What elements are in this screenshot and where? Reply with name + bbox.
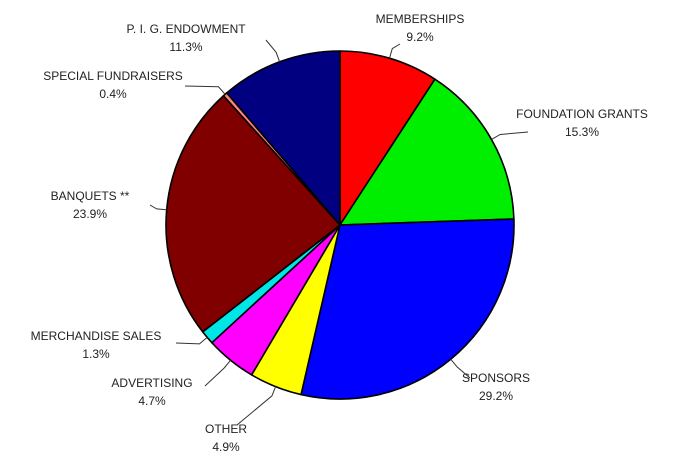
label-pct-memberships: 9.2% xyxy=(406,30,434,44)
leader-line-p-i-g-endowment xyxy=(266,40,280,62)
leader-line-other xyxy=(237,387,276,425)
label-pct-pig-endowment: 11.3% xyxy=(169,40,202,54)
label-name-banquets: BANQUETS ** xyxy=(51,189,130,203)
label-pct-other: 4.9% xyxy=(212,440,240,454)
leader-line-foundation-grants xyxy=(492,132,529,139)
label-name-sponsors: SPONSORS xyxy=(462,371,530,385)
leader-line-special-fundraisers xyxy=(185,86,225,94)
label-name-advertising: ADVERTISING xyxy=(111,376,192,390)
label-pct-special-fundraisers: 0.4% xyxy=(99,87,127,101)
leader-line-memberships xyxy=(390,44,401,58)
label-pct-sponsors: 29.2% xyxy=(479,389,513,403)
leader-line-advertising xyxy=(205,360,231,386)
label-name-merchandise-sales: MERCHANDISE SALES xyxy=(31,329,162,343)
label-pct-merchandise-sales: 1.3% xyxy=(82,347,110,361)
leader-line-banquets xyxy=(150,205,167,210)
label-pct-advertising: 4.7% xyxy=(138,394,166,408)
label-name-pig-endowment: P. I. G. ENDOWMENT xyxy=(126,22,246,36)
label-name-other: OTHER xyxy=(205,422,247,436)
label-name-special-fundraisers: SPECIAL FUNDRAISERS xyxy=(43,69,183,83)
leader-line-merchandise-sales xyxy=(176,337,207,344)
label-name-foundation-grants: FOUNDATION GRANTS xyxy=(516,107,648,121)
pie-slices xyxy=(166,51,514,399)
label-name-memberships: MEMBERSHIPS xyxy=(376,12,465,26)
label-pct-banquets: 23.9% xyxy=(73,207,107,221)
label-pct-foundation-grants: 15.3% xyxy=(565,125,599,139)
